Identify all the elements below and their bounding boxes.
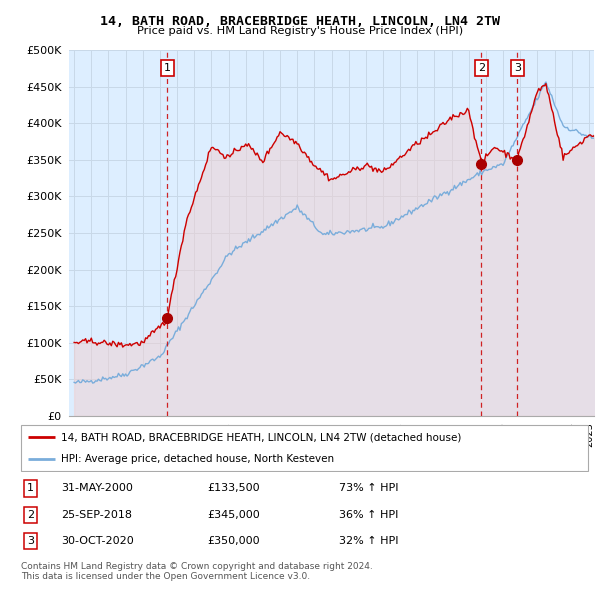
Text: Price paid vs. HM Land Registry's House Price Index (HPI): Price paid vs. HM Land Registry's House … (137, 26, 463, 36)
Text: 2: 2 (27, 510, 34, 520)
Text: This data is licensed under the Open Government Licence v3.0.: This data is licensed under the Open Gov… (21, 572, 310, 581)
Text: 3: 3 (514, 63, 521, 73)
Text: 2: 2 (478, 63, 485, 73)
Text: £133,500: £133,500 (207, 483, 260, 493)
Text: 1: 1 (27, 483, 34, 493)
Text: £350,000: £350,000 (207, 536, 260, 546)
Text: 36% ↑ HPI: 36% ↑ HPI (339, 510, 398, 520)
Text: Contains HM Land Registry data © Crown copyright and database right 2024.: Contains HM Land Registry data © Crown c… (21, 562, 373, 571)
Text: 73% ↑ HPI: 73% ↑ HPI (339, 483, 398, 493)
Text: 3: 3 (27, 536, 34, 546)
Text: 14, BATH ROAD, BRACEBRIDGE HEATH, LINCOLN, LN4 2TW (detached house): 14, BATH ROAD, BRACEBRIDGE HEATH, LINCOL… (61, 432, 461, 442)
Text: 32% ↑ HPI: 32% ↑ HPI (339, 536, 398, 546)
Text: 14, BATH ROAD, BRACEBRIDGE HEATH, LINCOLN, LN4 2TW: 14, BATH ROAD, BRACEBRIDGE HEATH, LINCOL… (100, 15, 500, 28)
FancyBboxPatch shape (21, 425, 588, 471)
Text: 30-OCT-2020: 30-OCT-2020 (61, 536, 134, 546)
Text: 1: 1 (164, 63, 170, 73)
Text: HPI: Average price, detached house, North Kesteven: HPI: Average price, detached house, Nort… (61, 454, 334, 464)
Text: 25-SEP-2018: 25-SEP-2018 (61, 510, 132, 520)
Text: £345,000: £345,000 (207, 510, 260, 520)
Text: 31-MAY-2000: 31-MAY-2000 (61, 483, 133, 493)
